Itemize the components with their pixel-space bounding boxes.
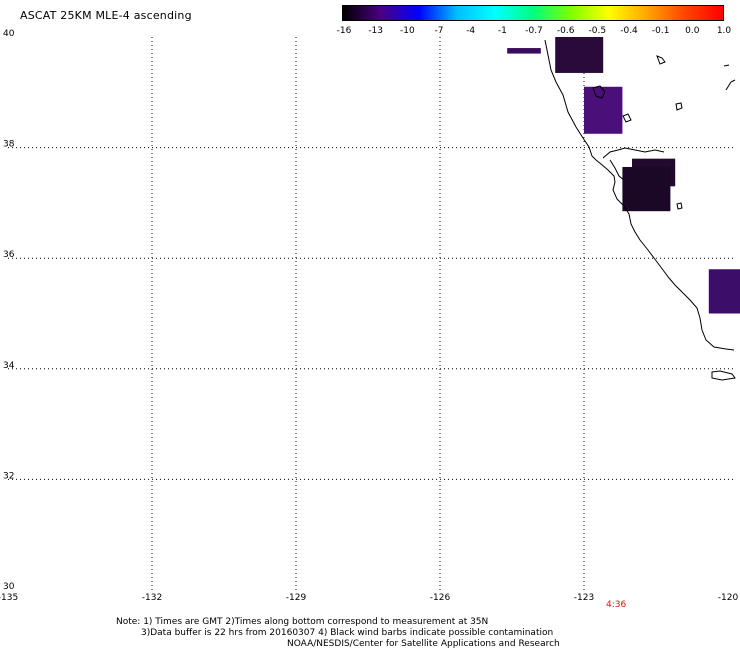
swath-cell <box>507 48 541 54</box>
colorbar-tick-label: -16 <box>336 26 352 36</box>
x-tick-label: -126 <box>430 593 451 603</box>
island-6 <box>711 370 736 381</box>
swath-cell <box>622 166 671 212</box>
swath-time-label: 4:36 <box>606 600 627 610</box>
colorbar-tick-label: -0.7 <box>525 26 543 36</box>
y-tick-label: 36 <box>3 250 15 260</box>
colorbar-tick-label: -7 <box>434 26 444 36</box>
coastline <box>544 39 736 381</box>
island-2 <box>592 85 606 99</box>
colorbar <box>342 5 724 21</box>
colorbar-tick-label: -0.4 <box>620 26 638 36</box>
colorbar-tick-label: 1.0 <box>716 26 732 36</box>
y-tick-label: 38 <box>3 140 15 150</box>
colorbar-tick-label: -1 <box>497 26 507 36</box>
colorbar-tick-label: -10 <box>399 26 415 36</box>
colorbar-tick-label: -13 <box>368 26 384 36</box>
note-line-1: Note: 1) Times are GMT 2)Times along bot… <box>116 617 489 627</box>
island-7 <box>725 79 736 91</box>
coast-bay <box>602 147 665 159</box>
x-tick-label: -135 <box>0 593 18 603</box>
x-tick-label: -132 <box>142 593 162 603</box>
x-tick-label: -129 <box>286 593 307 603</box>
colorbar-tick-label: 0.0 <box>685 26 700 36</box>
colorbar-tick-label: -0.6 <box>556 26 575 36</box>
colorbar-tick-label: -0.5 <box>588 26 607 36</box>
coast-bay-inner <box>609 159 625 181</box>
y-tick-label: 40 <box>3 29 15 39</box>
island-5 <box>676 202 683 210</box>
x-tick-labels: -135 -132 -129 -126 -123 -120 <box>0 593 738 603</box>
y-tick-labels: 40 38 36 34 32 30 <box>3 29 15 592</box>
x-tick-label: -120 <box>718 593 739 603</box>
island-8 <box>723 64 730 67</box>
swath-cell <box>708 269 740 314</box>
colorbar-tick-label: -4 <box>466 26 476 36</box>
x-tick-label: -123 <box>574 593 594 603</box>
swath-cell <box>555 37 604 73</box>
coast-main <box>544 39 735 351</box>
map-title: ASCAT 25KM MLE-4 ascending <box>20 9 192 22</box>
island-4 <box>675 102 683 111</box>
y-tick-label: 30 <box>3 582 15 592</box>
swath-cells <box>507 37 740 314</box>
y-tick-label: 34 <box>3 361 15 371</box>
island-1 <box>656 55 666 65</box>
colorbar-tick-label: -0.1 <box>651 26 670 36</box>
colorbar-labels: -16 -13 -10 -7 -4 -1 -0.7 -0.6 -0.5 -0.4 -0.1 0.0 1.… <box>330 26 740 38</box>
swath-cell <box>584 86 623 134</box>
y-tick-label: 32 <box>3 471 14 481</box>
note-line-3: NOAA/NESDIS/Center for Satellite Applica… <box>287 639 560 649</box>
island-3 <box>622 113 632 123</box>
note-line-2: 3)Data buffer is 22 hrs from 20160307 4)… <box>141 628 554 638</box>
lat-lon-grid <box>8 37 735 590</box>
